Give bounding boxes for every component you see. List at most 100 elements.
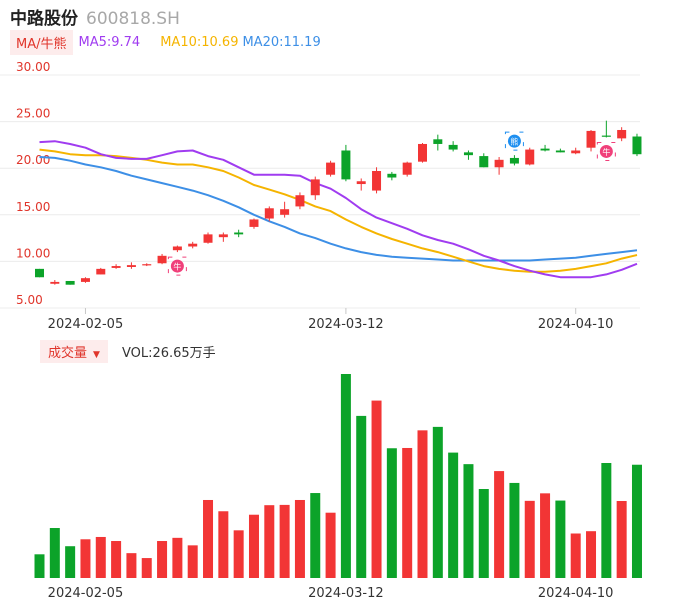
volume-bar-down [631,464,642,578]
volume-value: VOL:26.65万手 [121,345,216,361]
candle-up [586,130,596,148]
candle-up [111,266,121,268]
volume-date-tick-label: 2024-03-12 [308,586,384,601]
volume-bar-down [463,464,474,578]
candle-down [234,232,244,235]
candle-up [356,181,366,185]
ma-indicator-selector[interactable]: MA/牛熊 [10,29,73,55]
volume-bar-up [325,512,336,578]
volume-bar-down [310,493,321,578]
date-tick-label: 2024-04-10 [538,317,614,332]
candle-down [387,173,397,178]
volume-bar-up [203,499,214,578]
ma20-legend: MA20:11.19 [242,34,321,50]
candle-up [96,268,106,275]
candle-down [601,135,611,137]
candle-up [142,264,152,266]
volume-bar-up [616,500,627,578]
volume-bar-up [111,541,122,578]
volume-bar-down [432,426,443,578]
volume-bar-up [233,530,244,578]
volume-bar-up [586,531,597,578]
volume-bar-up [540,493,551,578]
candle-up [372,170,382,191]
bear-marker-icon [507,134,521,148]
bear-marker-label: 熊 [510,137,518,147]
candle-up [126,265,136,267]
candle-up [157,255,167,264]
candle-up [188,243,198,247]
volume-bar-up [294,499,305,578]
volume-bar-up [157,541,168,578]
candle-down [509,157,519,164]
volume-bar-down [49,528,60,578]
volume-bar-down [340,374,351,578]
bull-marker-icon [170,259,184,273]
candle-up [617,129,627,139]
volume-bar-down [356,415,367,578]
candle-down [448,144,458,150]
ma5-legend: MA5:9.74 [78,34,141,50]
volume-bar-down [478,489,489,578]
volume-bar-up [141,558,152,578]
candle-up [203,234,213,243]
candle-up [172,246,182,251]
ma10-legend: MA10:10.69 [160,34,239,50]
candle-up [494,159,504,168]
volume-bar-up [494,471,505,578]
volume-bar-up [402,447,413,578]
volume-bar-down [386,448,397,578]
stock-code: 600818.SH [86,9,180,29]
candle-up [218,234,228,238]
candle-up [326,162,336,175]
stock-name: 中路股份 [10,9,78,29]
candle-up [80,278,90,282]
price-tick-label: 10.00 [16,246,50,260]
price-tick-label: 30.00 [16,60,50,74]
candle-up [264,208,274,219]
volume-bar-up [248,514,259,578]
bull-marker-icon [599,144,613,158]
date-tick-label: 2024-02-05 [48,317,124,332]
volume-bar-up [95,536,106,578]
volume-bar-up [279,504,290,578]
bull-marker-frame [596,141,616,161]
volume-date-tick-label: 2024-04-10 [538,586,614,601]
candle-down [555,150,565,153]
candle-down [632,136,642,155]
candle-up [310,179,320,196]
price-tick-label: 20.00 [16,153,50,167]
volume-bar-up [417,430,428,578]
volume-bar-down [34,554,45,578]
volume-indicator-selector[interactable]: 成交量 ▼ [40,339,108,363]
bull-marker-label: 牛 [173,262,181,272]
price-tick-label: 25.00 [16,107,50,121]
bull-marker-label: 牛 [602,147,610,157]
candle-down [65,280,75,285]
price-tick-label: 15.00 [16,200,50,214]
candle-up [249,219,259,227]
ma20-line [39,156,638,262]
volume-date-tick-label: 2024-02-05 [48,586,124,601]
candle-down [35,268,44,278]
volume-bar-up [570,533,581,578]
volume-bar-up [371,400,382,578]
volume-bar-down [555,500,566,578]
volume-bar-up [126,553,137,578]
bear-marker-frame [504,131,524,151]
candle-down [463,152,473,156]
candle-up [280,209,290,215]
date-tick-label: 2024-03-12 [308,317,384,332]
volume-bar-down [601,462,612,578]
candle-up [402,162,412,175]
candle-down [433,139,443,144]
ma-legend: MA/牛熊 MA5:9.74 MA10:10.69 MA20:11.19 [10,29,321,55]
candle-up [295,195,305,207]
candle-down [479,156,489,168]
volume-bar-down [509,482,520,578]
candle-up [571,150,581,154]
volume-bar-up [80,539,91,578]
title-row: 中路股份 600818.SH [10,4,180,29]
volume-bar-up [218,511,229,578]
